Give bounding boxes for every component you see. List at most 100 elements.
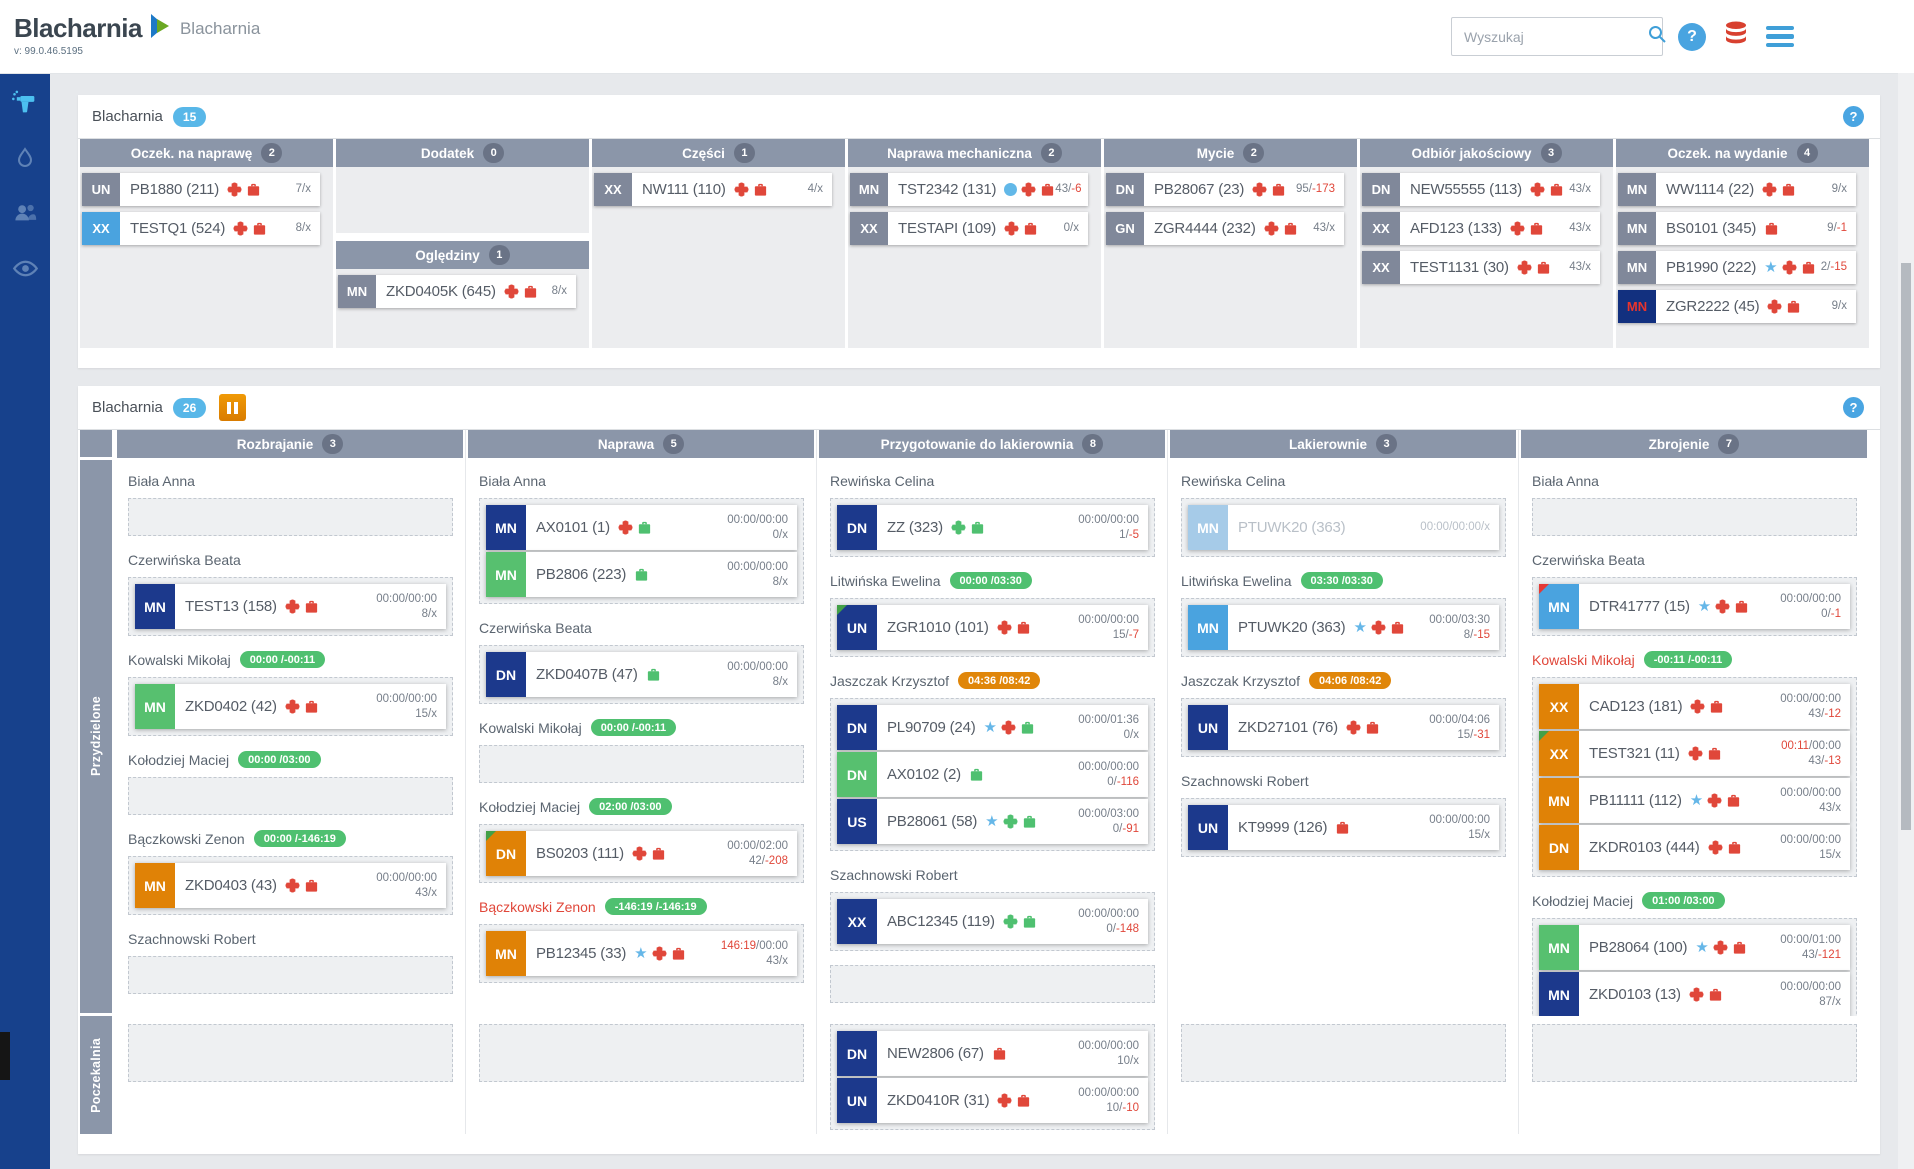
drop-zone: UN ZGR1010 (101) 00:00/00:00 15/-7 (830, 598, 1155, 657)
work-order-card[interactable]: MN ZKD0103 (13) 00:00/00:00 87/x (1539, 972, 1850, 1016)
corner-flag-icon (1539, 731, 1549, 741)
work-order-card[interactable]: DN ZKD0407B (47) 00:00/00:00 8/x (486, 652, 797, 697)
work-order-card[interactable]: MN BS0101 (345) 9/-1 (1618, 212, 1856, 245)
work-order-card[interactable]: MN WW1114 (22) 9/x (1618, 173, 1856, 206)
work-order-card[interactable]: GN ZGR4444 (232) 43/x (1106, 212, 1344, 245)
app-logo: Blacharnia Blacharnia v: 99.0.46.5195 (14, 12, 260, 57)
work-order-card[interactable]: MN AX0101 (1) 00:00/00:00 0/x (486, 505, 797, 550)
worker-time-pill: 02:00 /03:00 (589, 798, 672, 815)
status-badge: DN (1106, 173, 1144, 206)
status-badge: MN (1618, 290, 1656, 323)
work-order-card[interactable]: US PB28061 (58) ★ 00:00/03:00 0/-91 (837, 799, 1148, 844)
briefcase-icon (1365, 720, 1380, 735)
work-order-card[interactable]: XX TEST1131 (30) 43/x (1362, 251, 1600, 284)
bottom-board-title-row: Blacharnia 26 ? (78, 386, 1880, 430)
column-header: Oględziny 1 (336, 241, 589, 269)
work-order-card[interactable]: XX TEST321 (11) 00:11/00:00 43/-13 (1539, 731, 1850, 776)
column-header: Zbrojenie 7 (1521, 430, 1867, 458)
column-header: Przygotowanie do lakierownia 8 (819, 430, 1165, 458)
work-order-card[interactable]: DN PL90709 (24) ★ 00:00/01:36 0/x (837, 705, 1148, 750)
card-values: 00:00/01:00 43/-121 (1780, 933, 1841, 961)
work-order-card[interactable]: XX TESTQ1 (524) 8/x (82, 212, 320, 245)
work-order-card[interactable]: UN KT9999 (126) 00:00/00:00 15/x (1188, 805, 1499, 850)
status-badge: UN (1188, 705, 1228, 750)
card-plate-label: ZKDR0103 (444) (1589, 839, 1700, 856)
work-order-card[interactable]: MN PB11111 (112) ★ 00:00/00:00 43/x (1539, 778, 1850, 823)
help-icon[interactable]: ? (1678, 22, 1706, 51)
scrollbar-thumb[interactable] (1901, 263, 1911, 830)
status-badge: GN (1106, 212, 1144, 245)
work-order-card[interactable]: MN PTUWK20 (363) ★ 00:00/03:30 8/-15 (1188, 605, 1499, 650)
briefcase-icon (1040, 182, 1055, 197)
work-order-card[interactable]: MN DTR41777 (15) ★ 00:00/00:00 0/-1 (1539, 584, 1850, 629)
puzzle-icon (1762, 182, 1777, 197)
work-order-card[interactable]: DN AX0102 (2) 00:00/00:00 0/-116 (837, 752, 1148, 797)
waiting-drop-zone (479, 1024, 804, 1082)
work-order-card[interactable]: XX NW111 (110) 4/x (594, 173, 832, 206)
search-icon[interactable] (1647, 24, 1667, 49)
top-board-help-icon[interactable]: ? (1843, 106, 1864, 127)
droplet-icon[interactable] (13, 146, 37, 175)
work-order-card[interactable]: MN ZKD0402 (42) 00:00/00:00 15/x (135, 684, 446, 729)
database-icon[interactable] (1721, 19, 1751, 54)
column-title: Oględziny (415, 247, 480, 263)
drop-zone: MN PTUWK20 (363) ★ 00:00/03:30 8/-15 (1181, 598, 1506, 657)
puzzle-icon (997, 620, 1012, 635)
eye-icon[interactable] (12, 255, 39, 287)
drop-zone (479, 745, 804, 783)
card-plate-label: ZKD0103 (13) (1589, 986, 1681, 1003)
status-badge: MN (1618, 212, 1656, 245)
worker-name: Litwińska Ewelina 03:30 /03:30 (1181, 571, 1506, 590)
work-order-card[interactable]: XX AFD123 (133) 43/x (1362, 212, 1600, 245)
top-board-title-row: Blacharnia 15 ? (78, 95, 1880, 139)
status-badge: MN (1539, 972, 1579, 1016)
briefcase-icon (1536, 260, 1551, 275)
column-card-area: DN NEW55555 (113) 43/x XX AFD123 (133) 43/x XX… (1360, 167, 1613, 348)
work-order-card[interactable]: XX TESTAPI (109) 0/x (850, 212, 1088, 245)
status-badge: DN (486, 652, 526, 697)
users-icon[interactable] (12, 199, 39, 231)
work-order-card[interactable]: DN ZKDR0103 (444) 00:00/00:00 15/x (1539, 825, 1850, 870)
work-order-card[interactable]: MN PB2806 (223) 00:00/00:00 8/x (486, 552, 797, 597)
worker-name: Kowalski Mikołaj 00:00 /-00:11 (479, 718, 804, 737)
work-order-card[interactable]: MN PTUWK20 (363) 00:00/00:00/x (1188, 505, 1499, 550)
work-order-card[interactable]: MN PB28064 (100) ★ 00:00/01:00 43/-121 (1539, 925, 1850, 970)
work-order-card[interactable]: MN ZGR2222 (45) 9/x (1618, 290, 1856, 323)
work-order-card[interactable]: MN PB1990 (222) ★ 2/-15 (1618, 251, 1856, 284)
work-order-card[interactable]: DN NEW55555 (113) 43/x (1362, 173, 1600, 206)
card-plate-label: ZGR1010 (101) (887, 619, 989, 636)
pause-button[interactable] (219, 394, 247, 421)
work-order-card[interactable]: MN ZKD0403 (43) 00:00/00:00 43/x (135, 863, 446, 908)
work-order-card[interactable]: XX CAD123 (181) 00:00/00:00 43/-12 (1539, 684, 1850, 729)
work-order-card[interactable]: XX ABC12345 (119) 00:00/00:00 0/-148 (837, 899, 1148, 944)
bottom-board-help-icon[interactable]: ? (1843, 397, 1864, 418)
work-order-card[interactable]: UN ZGR1010 (101) 00:00/00:00 15/-7 (837, 605, 1148, 650)
work-order-card[interactable]: DN ZZ (323) 00:00/00:00 1/-5 (837, 505, 1148, 550)
card-plate-label: ZKD0405K (645) (386, 283, 496, 300)
work-order-card[interactable]: DN PB28067 (23) 95/-173 (1106, 173, 1344, 206)
worker-group: Litwińska Ewelina 03:30 /03:30 MN PTUWK20 (… (1181, 571, 1506, 657)
work-order-card[interactable]: UN PB1880 (211) 7/x (82, 173, 320, 206)
search-input[interactable] (1462, 27, 1647, 46)
card-values: 00:00/00:00 8/x (727, 560, 788, 588)
status-badge: MN (135, 684, 175, 729)
search-box[interactable] (1451, 17, 1666, 56)
work-order-card[interactable]: UN ZKD27101 (76) 00:00/04:06 15/-31 (1188, 705, 1499, 750)
work-order-card[interactable]: MN ZKD0405K (645) 8/x (338, 275, 576, 308)
work-order-card[interactable]: UN ZKD0410R (31) 00:00/00:00 10/-10 (837, 1078, 1148, 1123)
work-order-card[interactable]: DN BS0203 (111) 00:00/02:00 42/-208 (486, 831, 797, 876)
card-values: 9/x (1831, 300, 1847, 313)
work-order-card[interactable]: MN TST2342 (131) 43/-6 (850, 173, 1088, 206)
work-order-card[interactable]: DN NEW2806 (67) 00:00/00:00 10/x (837, 1031, 1148, 1076)
top-board-column: Oczek. na naprawę 2 UN PB1880 (211) 7/x XX TES… (80, 139, 333, 348)
spray-gun-icon[interactable] (11, 89, 39, 122)
card-values: 00:00/04:06 15/-31 (1429, 713, 1490, 741)
page-scrollbar[interactable] (1898, 73, 1914, 1169)
column-header: Mycie 2 (1104, 139, 1357, 167)
work-order-card[interactable]: MN PB12345 (33) ★ 146:19/00:00 43/x (486, 931, 797, 976)
work-order-card[interactable]: MN TEST13 (158) 00:00/00:00 8/x (135, 584, 446, 629)
card-plate-label: NEW2806 (67) (887, 1045, 984, 1062)
menu-icon[interactable] (1766, 25, 1794, 48)
puzzle-icon (652, 946, 667, 961)
star-icon: ★ (983, 719, 997, 736)
